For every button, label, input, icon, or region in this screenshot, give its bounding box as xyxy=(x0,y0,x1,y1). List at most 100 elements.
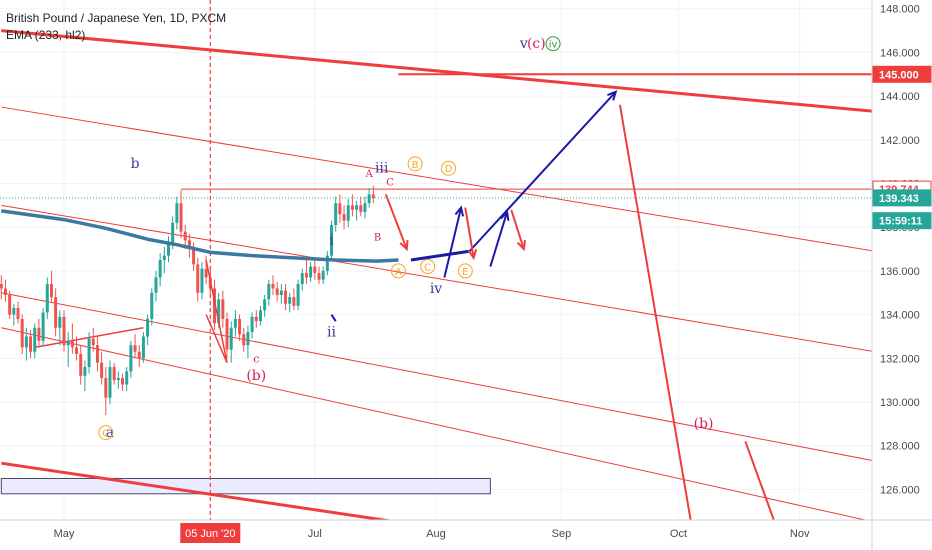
candle-body xyxy=(87,338,91,368)
candle-body xyxy=(121,377,125,385)
candle-body xyxy=(200,268,204,293)
candle-body xyxy=(54,297,58,328)
candle-body xyxy=(158,260,162,278)
x-tick-label: 05 Jun '20 xyxy=(185,528,235,540)
wave-b-path xyxy=(205,259,228,363)
candle-body xyxy=(217,299,221,324)
y-tick-label: 146.000 xyxy=(880,47,920,59)
wave-label: iv xyxy=(430,281,442,297)
x-tick-label: May xyxy=(54,528,75,540)
projection-red-drop-2 xyxy=(744,441,775,520)
candle-body xyxy=(300,273,304,285)
candle-body xyxy=(133,345,137,352)
projection-red-drop xyxy=(618,104,692,520)
candle-body xyxy=(70,340,74,348)
wave-label: i xyxy=(329,233,334,249)
candle-body xyxy=(108,367,112,398)
price-label-text: 139.343 xyxy=(879,193,919,205)
candle-body xyxy=(338,203,342,215)
candle-body xyxy=(192,249,196,265)
circled-wave-label: E xyxy=(462,267,468,278)
wave-label: (b) xyxy=(694,416,714,432)
circled-wave-label: A xyxy=(395,267,402,278)
circled-wave-label: C xyxy=(102,429,109,440)
wave-label: a xyxy=(106,425,114,441)
circled-wave-ring xyxy=(545,36,561,52)
candle-body xyxy=(129,345,133,372)
candle-body xyxy=(8,294,12,315)
indicator-label: EMA (233, hl2) xyxy=(6,28,86,42)
candle-body xyxy=(3,288,7,295)
circled-wave-label: C xyxy=(424,263,431,274)
candle-body xyxy=(350,205,354,210)
candle-body xyxy=(288,297,292,304)
candle-body xyxy=(179,203,183,232)
wave-label: A xyxy=(365,169,374,180)
wave-label: ii xyxy=(327,324,336,340)
chart-legend: British Pound / Japanese Yen, 1D, PXCM E… xyxy=(6,10,226,44)
wave-label: (c) xyxy=(527,36,546,52)
candle-body xyxy=(167,242,170,256)
y-tick-label: 134.000 xyxy=(880,310,920,322)
y-tick-label: 128.000 xyxy=(880,441,920,453)
candle-body xyxy=(24,336,28,348)
x-tick-highlight-box xyxy=(180,523,241,543)
price-label-box xyxy=(872,65,932,83)
candle-body xyxy=(16,308,20,319)
candle-body xyxy=(342,214,346,221)
circled-wave-label: D xyxy=(445,164,453,175)
candle-body xyxy=(233,318,237,328)
candle-body xyxy=(263,299,267,311)
candle-body xyxy=(363,203,367,212)
projection-blue-arrow-1-head xyxy=(500,209,510,221)
candle-body xyxy=(238,318,242,335)
candle-body xyxy=(330,225,334,256)
y-tick-label: 148.000 xyxy=(880,4,920,16)
y-tick-label: 132.000 xyxy=(880,353,920,365)
y-tick-label: 130.000 xyxy=(880,397,920,409)
candle-body xyxy=(125,371,129,385)
circled-wave-ring xyxy=(441,160,457,176)
candle-body xyxy=(334,203,338,226)
candle-body xyxy=(146,318,150,337)
wave-label: B xyxy=(374,232,381,243)
candle-body xyxy=(0,284,3,289)
projection-red-arrow-0 xyxy=(384,194,408,250)
candle-body xyxy=(321,270,325,280)
candle-body xyxy=(325,255,329,271)
candle-body xyxy=(45,284,49,313)
candle-body xyxy=(196,264,200,293)
candle-body xyxy=(58,316,62,328)
candle-body xyxy=(275,288,279,295)
red-line-4 xyxy=(1,327,868,520)
candle-body xyxy=(95,345,99,363)
candle-body xyxy=(313,266,317,274)
candle-body xyxy=(37,327,41,341)
candle-body xyxy=(225,318,229,350)
projection-red-arrow-2 xyxy=(510,209,525,250)
projection-blue-arrow-0-head xyxy=(454,205,464,217)
support-zone-rect xyxy=(0,477,491,495)
projection-blue-rally-head xyxy=(607,90,618,101)
wave-label: v xyxy=(519,36,528,52)
price-label-text: 145.000 xyxy=(879,69,919,81)
y-tick-label: 126.000 xyxy=(880,484,920,496)
candle-body xyxy=(41,312,45,341)
candle-body xyxy=(20,318,24,348)
wave-label: iii xyxy=(375,161,389,177)
candle-body xyxy=(279,290,283,295)
candle-body xyxy=(141,336,145,359)
candle-body xyxy=(296,284,300,306)
candle-body xyxy=(112,367,116,381)
price-label-box xyxy=(872,189,932,207)
candle-body xyxy=(137,351,141,359)
red-line-1 xyxy=(1,106,872,252)
candle-body xyxy=(104,377,108,398)
candle-body xyxy=(33,327,37,352)
candle-body xyxy=(267,284,271,300)
candle-body xyxy=(162,255,166,260)
candle-body xyxy=(346,205,350,221)
price-label-box xyxy=(872,212,932,230)
candle-body xyxy=(221,299,225,319)
